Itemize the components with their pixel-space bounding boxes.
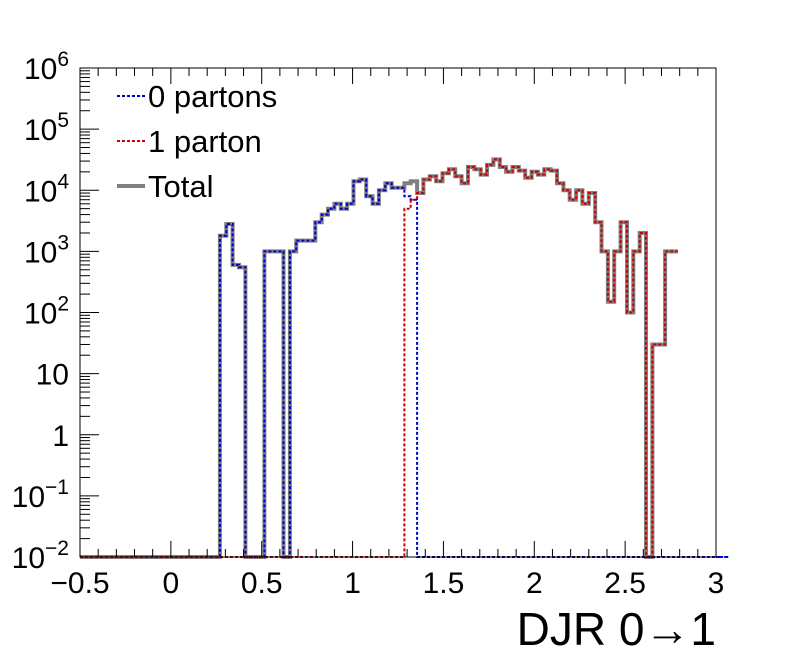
legend-label: 0 partons	[148, 79, 277, 114]
y-tick-label: 104	[24, 170, 69, 208]
legend-label: Total	[148, 169, 213, 204]
y-tick-label: 106	[24, 48, 69, 86]
y-tick-label: 105	[24, 109, 69, 147]
y-tick-label: 10−2	[12, 537, 69, 575]
x-axis-title: DJR 0→1	[517, 603, 716, 655]
x-tick-label: −0.5	[50, 567, 109, 600]
y-tick-label: 103	[24, 231, 69, 269]
x-tick-label: 3	[708, 567, 725, 600]
x-tick-label: 1.5	[423, 567, 465, 600]
legend-label: 1 parton	[148, 124, 262, 159]
x-tick-label: 0	[163, 567, 180, 600]
x-tick-label: 2	[526, 567, 543, 600]
legend: 0 partons 1 parton Total	[117, 79, 277, 204]
tick-labels-layer: −0.5 0 0.5 1 1.5 2 2.5 3 10−2 10−1 1 10 102 103 104 105…	[12, 48, 725, 600]
y-tick-label: 102	[24, 293, 69, 331]
x-tick-label: 2.5	[604, 567, 646, 600]
ticks-layer	[79, 67, 717, 558]
y-tick-label: 1	[52, 420, 69, 453]
y-tick-label: 10	[36, 359, 69, 392]
y-tick-label: 10−1	[12, 476, 69, 514]
series-line-1-parton	[80, 158, 678, 558]
x-tick-label: 1	[344, 567, 361, 600]
x-tick-label: 0.5	[241, 567, 283, 600]
